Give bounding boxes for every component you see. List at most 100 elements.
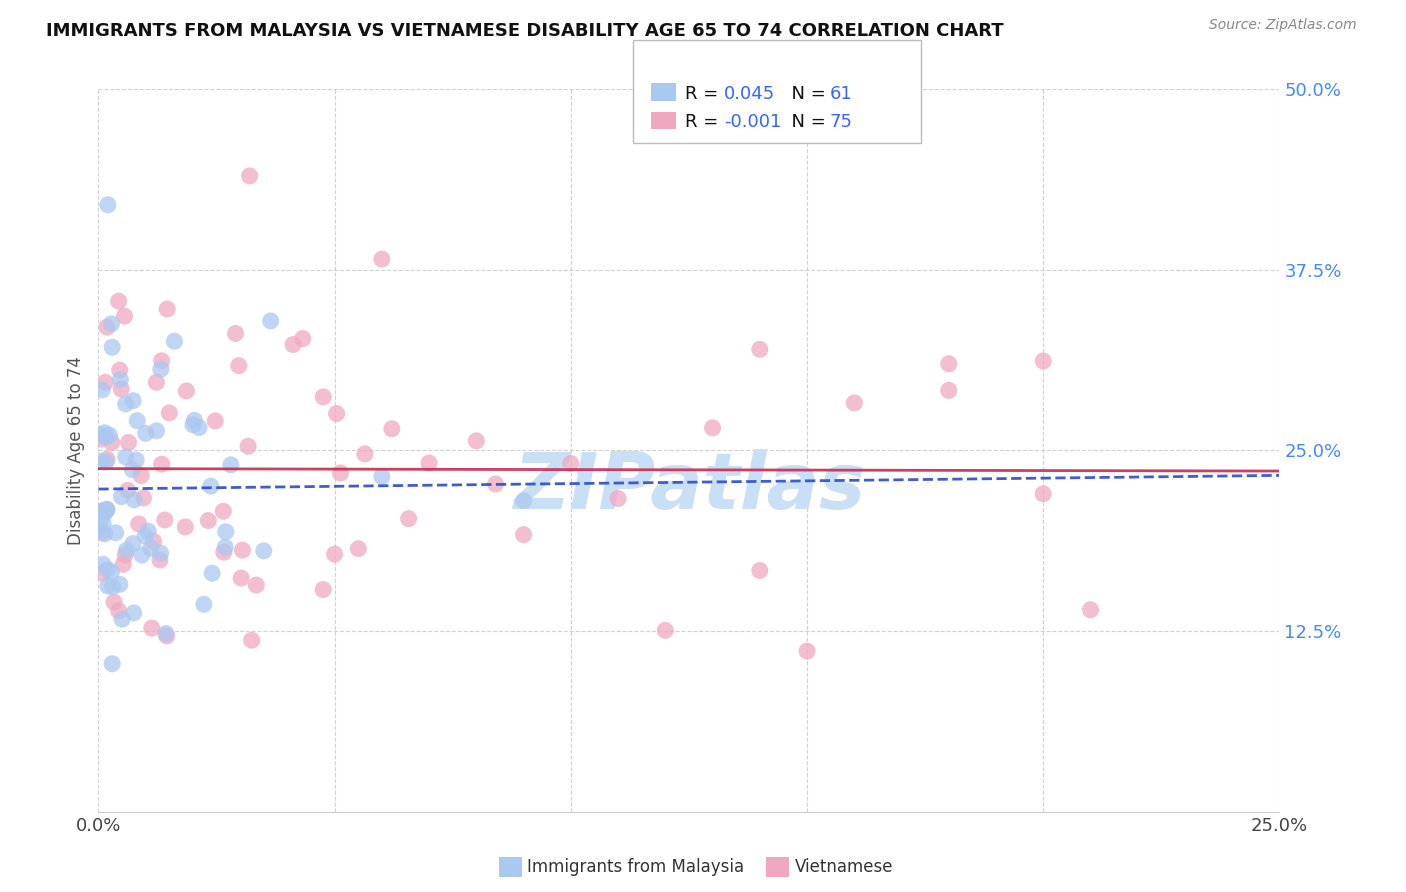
- Text: N =: N =: [780, 113, 832, 131]
- Point: [91, 558, 114, 572]
- Text: 61: 61: [830, 85, 852, 103]
- Point: [197, 514, 219, 528]
- Point: [796, 644, 818, 658]
- Point: [90, 522, 112, 536]
- Point: [139, 541, 162, 556]
- Point: [512, 493, 534, 508]
- Point: [132, 491, 155, 505]
- Point: [94, 376, 117, 390]
- Point: [94, 425, 117, 440]
- Text: R =: R =: [685, 113, 724, 131]
- Point: [90, 427, 112, 442]
- Point: [108, 577, 131, 591]
- Point: [323, 547, 346, 561]
- Point: [418, 456, 440, 470]
- Point: [135, 426, 157, 441]
- Point: [94, 455, 117, 469]
- Point: [239, 169, 262, 183]
- Point: [150, 353, 173, 368]
- Point: [91, 525, 114, 540]
- Point: [193, 597, 215, 611]
- Point: [188, 420, 211, 434]
- Point: [149, 546, 172, 560]
- Point: [90, 454, 112, 468]
- Point: [1080, 603, 1102, 617]
- Point: [281, 337, 304, 351]
- Point: [91, 566, 114, 581]
- Point: [127, 414, 149, 428]
- Point: [96, 452, 118, 467]
- Point: [97, 579, 120, 593]
- Point: [115, 543, 138, 558]
- Point: [96, 502, 118, 516]
- Text: Source: ZipAtlas.com: Source: ZipAtlas.com: [1209, 18, 1357, 32]
- Point: [110, 382, 132, 396]
- Point: [101, 657, 124, 671]
- Point: [245, 578, 267, 592]
- Point: [90, 504, 112, 518]
- Point: [90, 505, 112, 519]
- Point: [214, 540, 236, 554]
- Point: [174, 520, 197, 534]
- Point: [398, 511, 420, 525]
- Point: [484, 477, 506, 491]
- Point: [91, 383, 114, 397]
- Point: [156, 629, 179, 643]
- Point: [1032, 487, 1054, 501]
- Point: [938, 384, 960, 398]
- Point: [253, 544, 276, 558]
- Point: [155, 626, 177, 640]
- Point: [121, 463, 143, 477]
- Point: [153, 513, 176, 527]
- Point: [354, 447, 377, 461]
- Point: [156, 301, 179, 316]
- Point: [100, 565, 122, 579]
- Point: [107, 604, 129, 618]
- Point: [654, 624, 676, 638]
- Point: [107, 294, 129, 309]
- Point: [181, 417, 204, 432]
- Point: [110, 372, 132, 386]
- Point: [122, 536, 145, 550]
- Point: [114, 309, 136, 323]
- Text: R =: R =: [685, 85, 724, 103]
- Point: [108, 363, 131, 377]
- Point: [134, 529, 156, 543]
- Point: [128, 516, 150, 531]
- Point: [114, 548, 136, 562]
- Point: [125, 453, 148, 467]
- Point: [512, 527, 534, 541]
- Point: [122, 606, 145, 620]
- Point: [225, 326, 247, 341]
- Point: [94, 430, 117, 444]
- Point: [748, 564, 770, 578]
- Point: [176, 384, 198, 398]
- Point: [97, 198, 120, 212]
- Point: [98, 428, 121, 442]
- Text: Vietnamese: Vietnamese: [794, 858, 893, 876]
- Point: [381, 422, 404, 436]
- Point: [312, 582, 335, 597]
- Point: [94, 504, 117, 518]
- Point: [329, 466, 352, 480]
- Point: [100, 317, 122, 331]
- Point: [122, 492, 145, 507]
- Point: [129, 468, 152, 483]
- Text: IMMIGRANTS FROM MALAYSIA VS VIETNAMESE DISABILITY AGE 65 TO 74 CORRELATION CHART: IMMIGRANTS FROM MALAYSIA VS VIETNAMESE D…: [46, 22, 1004, 40]
- Point: [465, 434, 488, 448]
- Point: [200, 479, 222, 493]
- Point: [560, 457, 582, 471]
- Point: [111, 612, 134, 626]
- Point: [114, 450, 136, 464]
- Y-axis label: Disability Age 65 to 74: Disability Age 65 to 74: [66, 356, 84, 545]
- Point: [371, 469, 394, 483]
- Point: [104, 525, 127, 540]
- Point: [149, 362, 172, 376]
- Point: [157, 406, 180, 420]
- Point: [201, 566, 224, 581]
- Point: [163, 334, 186, 349]
- Point: [117, 483, 139, 498]
- Point: [260, 314, 283, 328]
- Point: [844, 396, 866, 410]
- Point: [117, 435, 139, 450]
